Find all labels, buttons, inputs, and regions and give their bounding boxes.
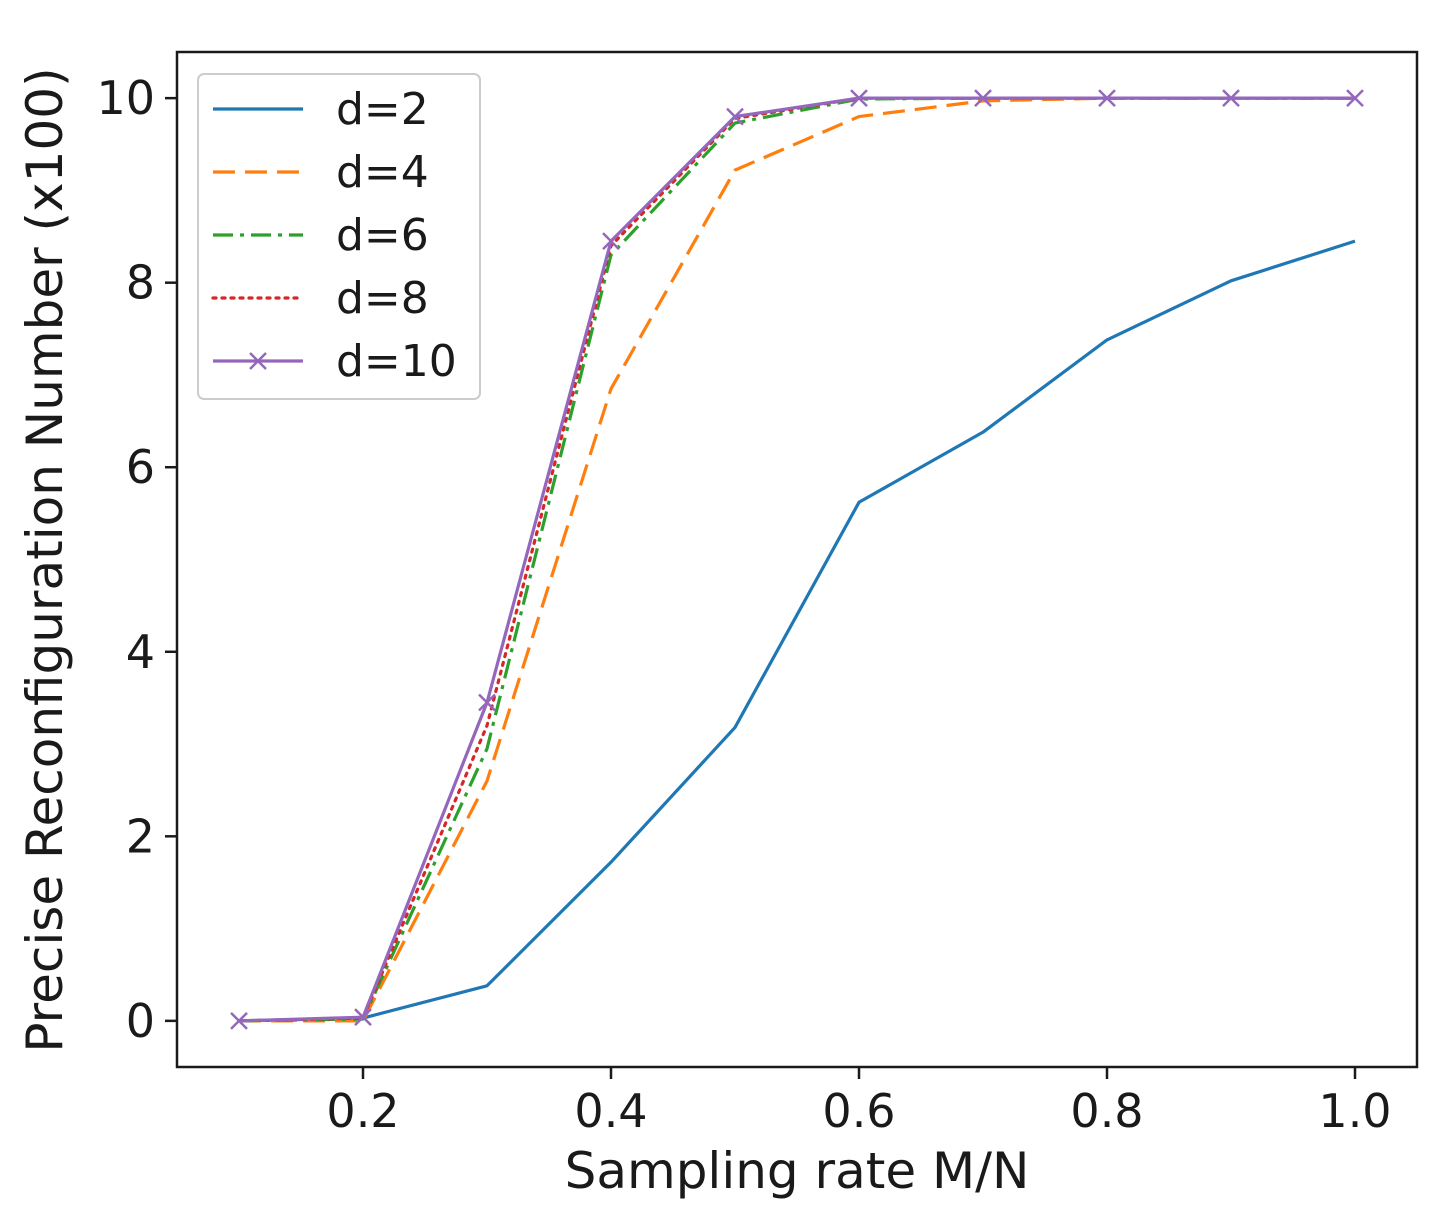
- x-tick-label: 0.2: [326, 1084, 399, 1138]
- x-tick-label: 1.0: [1318, 1084, 1391, 1138]
- y-tick-label: 10: [96, 71, 155, 125]
- legend-label: d=4: [336, 147, 429, 198]
- data-point-marker: [1346, 89, 1364, 108]
- series-line-d-4: [239, 96, 1355, 1023]
- legend-label: d=8: [336, 273, 429, 324]
- y-axis-title: Precise Reconfiguration Number (x100): [16, 67, 74, 1052]
- legend: d=2 d=4 d=6 d=8 d=10: [197, 73, 481, 400]
- legend-label: d=2: [336, 84, 429, 135]
- y-tick-label: 4: [126, 625, 155, 679]
- y-tick-label: 8: [126, 256, 155, 310]
- data-point-marker: [974, 89, 992, 108]
- series-line-d-10: [238, 96, 1355, 1023]
- x-tick-label: 0.6: [822, 1084, 895, 1138]
- legend-box: [197, 73, 481, 400]
- data-point-marker: [230, 1011, 248, 1030]
- y-tick-label: 2: [126, 809, 155, 863]
- y-axis-ticks: 0 2 4 6 8 10: [96, 71, 177, 1048]
- data-point-marker: [850, 89, 868, 108]
- legend-label: d=10: [336, 336, 457, 387]
- legend-label: d=6: [336, 210, 429, 261]
- plot-frame: [175, 50, 1419, 1069]
- series-line-d-2: [238, 239, 1356, 1023]
- plot-lines: [230, 89, 1364, 1030]
- y-tick-label: 0: [126, 994, 155, 1048]
- y-tick-label: 6: [126, 440, 155, 494]
- x-tick-label: 0.4: [574, 1084, 647, 1138]
- data-point-marker: [478, 693, 496, 712]
- legend-items: d=2 d=4 d=6 d=8 d=10: [211, 84, 457, 387]
- data-point-marker: [354, 1008, 372, 1027]
- x-tick-label: 0.8: [1070, 1084, 1143, 1138]
- data-point-marker: [1222, 89, 1240, 108]
- data-point-marker: [1098, 89, 1116, 108]
- data-point-marker: [602, 232, 620, 251]
- legend-marker: [249, 352, 267, 370]
- x-axis-title: Sampling rate M/N: [565, 1142, 1030, 1200]
- x-axis-ticks: 0.2 0.4 0.6 0.8 1.0: [326, 1067, 1392, 1138]
- data-point-marker: [726, 107, 744, 126]
